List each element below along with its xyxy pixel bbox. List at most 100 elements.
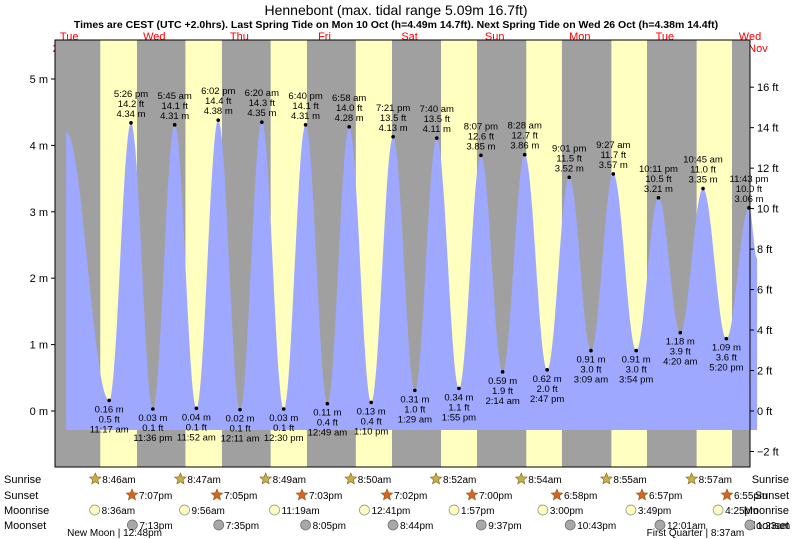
low-tide-label: 0.1 ft — [186, 422, 207, 433]
high-tide-label: 6:20 am — [245, 88, 279, 99]
extreme-point — [678, 330, 683, 335]
low-tide-label: 1.18 m — [666, 337, 695, 348]
sunrise-star-icon — [685, 472, 699, 485]
low-tide-label: 3.9 ft — [670, 347, 691, 358]
sunrise-star-icon — [429, 472, 443, 485]
low-tide-label: 3.6 ft — [716, 353, 737, 364]
high-tide-label: 14.1 ft — [161, 101, 188, 112]
moonset-time: 9:37pm — [488, 521, 521, 532]
high-tide-label: 3.21 m — [644, 184, 673, 195]
extreme-point — [611, 172, 616, 176]
moonrise-icon — [537, 504, 549, 516]
sunset-row-label-right: Sunset — [755, 490, 789, 502]
y-tick-label-m: 3 m — [30, 207, 48, 219]
moonrise-icon — [448, 504, 460, 516]
low-tide-label: 0.31 m — [400, 394, 429, 405]
extreme-point — [238, 407, 242, 412]
low-tide-label: 0.4 ft — [317, 418, 338, 429]
high-tide-label: 3.86 m — [510, 141, 539, 152]
moonset-time: 8:44pm — [400, 521, 433, 532]
high-tide-label: 13.5 ft — [424, 114, 451, 125]
sunrise-star-icon — [173, 472, 187, 485]
extreme-point — [347, 125, 351, 129]
extreme-point — [434, 136, 439, 140]
tide-area — [66, 120, 758, 430]
moonrise-row-label-left: Moonrise — [4, 505, 49, 517]
extreme-point — [545, 368, 549, 372]
moonrise-icon — [359, 504, 370, 516]
moonrise-time: 3:49pm — [638, 506, 671, 517]
sunset-star-icon — [380, 488, 394, 501]
low-tide-label: 2.0 ft — [537, 384, 558, 395]
high-tide-label: 10:11 pm — [639, 164, 678, 175]
high-tide-label: 12.6 ft — [468, 131, 495, 142]
extreme-point — [479, 153, 483, 158]
extreme-point — [500, 370, 505, 374]
high-tide-label: 11.7 ft — [600, 150, 626, 161]
moonrise-icon — [89, 504, 101, 516]
y-tick-label-m: 1 m — [30, 340, 48, 352]
low-tide-label: 0.1 ft — [142, 423, 163, 434]
low-tide-label: 0.4 ft — [361, 416, 382, 427]
high-tide-label: 4.34 m — [116, 109, 145, 120]
extreme-point — [589, 348, 593, 353]
low-tide-label: 0.62 m — [533, 374, 562, 385]
sunset-time: 7:03pm — [309, 491, 342, 502]
high-tide-label: 9:27 am — [596, 140, 630, 151]
chart-title: Hennebont (max. tidal range 5.09m 16.7ft… — [264, 2, 527, 18]
extreme-point — [260, 120, 264, 124]
moonrise-time: 4:25pm — [725, 506, 758, 517]
high-tide-label: 4.38 m — [204, 106, 233, 117]
high-tide-label: 14.2 ft — [118, 99, 145, 110]
moonrise-icon — [179, 504, 190, 516]
extreme-point — [129, 121, 133, 125]
y-tick-label-ft: 12 ft — [757, 163, 778, 175]
moonrise-time: 3:00pm — [550, 506, 583, 517]
sunset-star-icon — [720, 488, 734, 501]
high-tide-label: 11:43 pm — [730, 174, 769, 185]
extreme-point — [216, 118, 221, 122]
low-tide-label: 0.1 ft — [229, 424, 250, 435]
low-tide-label: 1.1 ft — [448, 402, 469, 413]
y-tick-label-ft: −2 ft — [757, 446, 779, 458]
high-tide-label: 7:40 am — [420, 104, 454, 115]
y-tick-label-ft: 4 ft — [757, 325, 772, 337]
high-tide-label: 8:07 pm — [464, 121, 498, 132]
low-tide-label: 12:11 am — [221, 434, 260, 445]
low-tide-label: 4:20 am — [663, 357, 697, 368]
tide-area-layer — [66, 120, 758, 430]
moonset-row-label-right: Moonset — [747, 520, 789, 532]
moonset-icon — [300, 519, 311, 531]
high-tide-label: 4.31 m — [291, 111, 320, 122]
high-tide-label: 11.0 ft — [690, 165, 716, 176]
sunrise-time: 8:52am — [443, 475, 476, 486]
high-tide-label: 14.0 ft — [336, 103, 363, 114]
moonset-icon — [387, 519, 399, 531]
low-tide-label: 2:14 am — [485, 396, 519, 407]
moonrise-icon — [712, 504, 724, 516]
y-tick-label-ft: 8 ft — [757, 244, 772, 256]
extreme-point — [369, 400, 373, 405]
low-tide-label: 0.34 m — [444, 392, 473, 403]
sunset-star-icon — [550, 488, 564, 501]
y-tick-label-m: 5 m — [30, 74, 48, 86]
moonset-icon — [744, 519, 756, 531]
high-tide-label: 10:45 am — [683, 155, 723, 166]
y-tick-label-ft: 16 ft — [757, 82, 778, 94]
moon-phase-label: New Moon | 12:48pm — [67, 528, 162, 539]
high-tide-label: 13.5 ft — [380, 113, 407, 124]
low-tide-label: 3.0 ft — [580, 365, 601, 376]
low-tide-label: 11:36 pm — [133, 433, 172, 444]
high-tide-label: 6:02 pm — [201, 86, 235, 97]
extreme-point — [747, 206, 751, 210]
high-tide-label: 12.7 ft — [512, 131, 539, 142]
extreme-point — [634, 348, 638, 353]
sunrise-row-label-right: Sunrise — [752, 474, 789, 486]
extreme-point — [194, 406, 199, 411]
high-tide-label: 5:26 pm — [114, 89, 148, 100]
moonrise-time: 1:57pm — [461, 506, 494, 517]
low-tide-label: 12:49 am — [308, 428, 348, 439]
low-tide-label: 0.1 ft — [273, 423, 294, 434]
moonrise-time: 12:41pm — [371, 506, 410, 517]
